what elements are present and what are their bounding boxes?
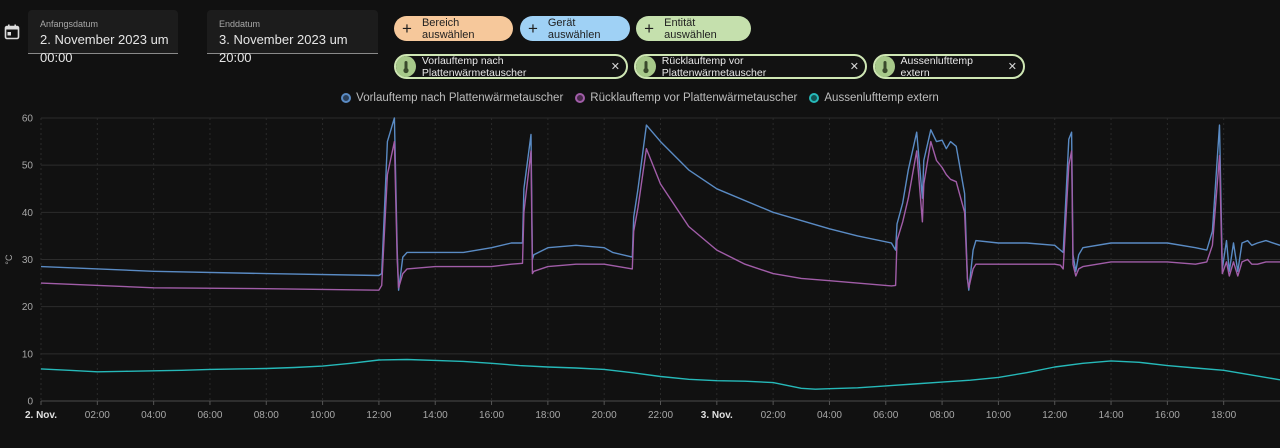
y-tick-label: 10 <box>22 349 34 360</box>
x-tick-label: 08:00 <box>930 410 955 421</box>
add-entity-label: Entität auswählen <box>664 16 717 41</box>
x-tick-label: 14:00 <box>1099 410 1124 421</box>
plus-icon: + <box>644 19 655 38</box>
legend-item-aussen[interactable]: Aussenlufttemp extern <box>809 92 939 104</box>
history-chart[interactable]: 0 10 20 30 40 50 60 2. Nov. 02:00 04:00 06:00 08:00… <box>0 108 1280 448</box>
x-tick-label: 20:00 <box>592 410 617 421</box>
x-tick-label: 12:00 <box>366 410 391 421</box>
thermometer-icon <box>875 56 895 77</box>
thermometer-icon <box>636 56 656 77</box>
legend-item-vorlauf[interactable]: Vorlauftemp nach Plattenwärmetauscher <box>341 92 563 104</box>
entity-chip-label: Rücklauftemp vor Plattenwärmetauscher <box>661 54 767 79</box>
chart-legend: Vorlauftemp nach Plattenwärmetauscher Rü… <box>0 92 1280 104</box>
x-tick-label: 06:00 <box>197 410 222 421</box>
entity-chip-label: Vorlauftemp nach Plattenwärmetauscher <box>421 54 527 79</box>
close-icon[interactable]: ✕ <box>849 61 859 73</box>
start-date-field[interactable]: Anfangsdatum 2. November 2023 um 00:00 <box>28 10 178 65</box>
x-tick-label: 10:00 <box>986 410 1011 421</box>
legend-label: Aussenlufttemp extern <box>824 92 939 104</box>
add-device-label: Gerät auswählen <box>547 16 601 41</box>
end-date-label: Enddatum <box>219 19 261 29</box>
start-date-label: Anfangsdatum <box>40 19 99 29</box>
y-tick-label: 60 <box>22 114 34 125</box>
x-tick-label: 18:00 <box>535 410 560 421</box>
add-device-button[interactable]: + Gerät auswählen <box>520 16 630 41</box>
y-tick-label: 0 <box>27 397 33 408</box>
x-tick-label: 12:00 <box>1042 410 1067 421</box>
end-date-value: 3. November 2023 um 20:00 <box>219 32 348 65</box>
x-tick-label: 02:00 <box>761 410 786 421</box>
start-date-value: 2. November 2023 um 00:00 <box>40 32 169 65</box>
x-tick-label: 2. Nov. <box>25 410 57 421</box>
y-tick-label: 20 <box>22 302 34 313</box>
add-area-button[interactable]: + Bereich auswählen <box>394 16 513 41</box>
close-icon[interactable]: ✕ <box>610 61 620 73</box>
x-tick-label: 04:00 <box>817 410 842 421</box>
x-tick-label: 3. Nov. <box>701 410 733 421</box>
plus-icon: + <box>402 19 412 38</box>
y-tick-label: 40 <box>22 208 34 219</box>
legend-item-ruecklauf[interactable]: Rücklauftemp vor Plattenwärmetauscher <box>575 92 797 104</box>
x-tick-label: 16:00 <box>1155 410 1180 421</box>
legend-marker <box>809 93 820 103</box>
x-tick-label: 22:00 <box>648 410 673 421</box>
calendar-icon[interactable] <box>4 24 20 40</box>
x-tick-label: 08:00 <box>254 410 279 421</box>
legend-label: Vorlauftemp nach Plattenwärmetauscher <box>356 92 564 104</box>
series-line-2 <box>40 358 1280 390</box>
entity-chip-aussen[interactable]: Aussenlufttemp extern ✕ <box>873 54 1025 79</box>
entity-chip-vorlauf[interactable]: Vorlauftemp nach Plattenwärmetauscher ✕ <box>394 54 628 79</box>
x-tick-label: 16:00 <box>479 410 504 421</box>
add-area-label: Bereich auswählen <box>421 16 475 41</box>
y-axis-label: °C <box>4 254 14 265</box>
series-line-0 <box>40 117 1280 291</box>
y-tick-label: 30 <box>22 255 34 266</box>
legend-marker <box>575 93 586 103</box>
entity-chip-label: Aussenlufttemp extern <box>900 54 973 79</box>
x-tick-label: 04:00 <box>141 410 166 421</box>
add-entity-button[interactable]: + Entität auswählen <box>636 16 751 41</box>
x-tick-label: 06:00 <box>873 410 898 421</box>
x-tick-label: 18:00 <box>1211 410 1236 421</box>
legend-label: Rücklauftemp vor Plattenwärmetauscher <box>590 92 798 104</box>
x-tick-label: 14:00 <box>423 410 448 421</box>
close-icon[interactable]: ✕ <box>1007 61 1017 73</box>
thermometer-icon <box>396 56 416 77</box>
end-date-field[interactable]: Enddatum 3. November 2023 um 20:00 <box>207 10 378 65</box>
legend-marker <box>341 93 352 103</box>
entity-chip-ruecklauf[interactable]: Rücklauftemp vor Plattenwärmetauscher ✕ <box>634 54 867 79</box>
x-tick-label: 10:00 <box>310 410 335 421</box>
y-tick-label: 50 <box>22 161 34 172</box>
series-line-1 <box>40 140 1280 291</box>
plus-icon: + <box>527 19 538 38</box>
x-tick-label: 02:00 <box>85 410 110 421</box>
